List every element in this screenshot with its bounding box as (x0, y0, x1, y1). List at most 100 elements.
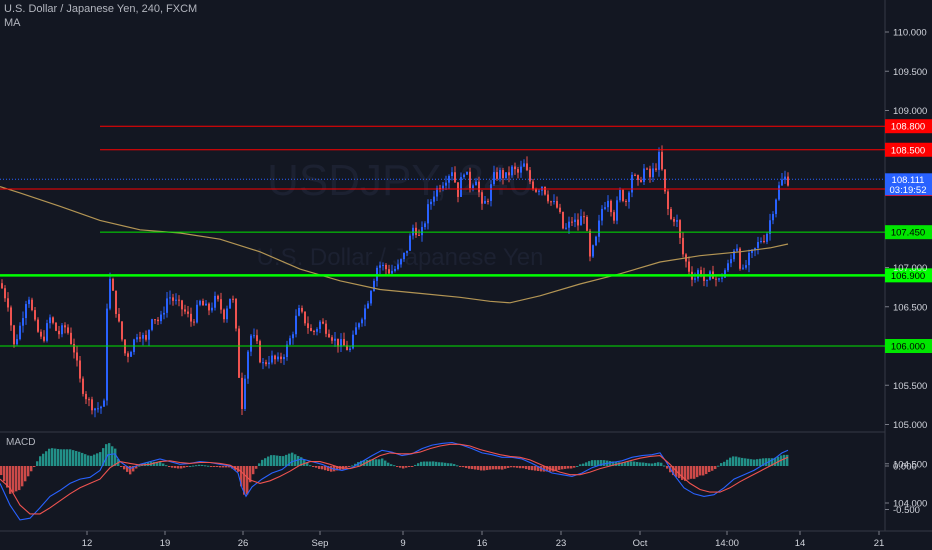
macd-histogram-bar (525, 466, 528, 470)
macd-histogram-bar (132, 466, 135, 472)
candle-body (670, 209, 672, 219)
macd-histogram-bar (249, 466, 252, 483)
candle-body (289, 338, 291, 345)
macd-histogram-bar (714, 466, 717, 470)
candle-body (103, 400, 105, 407)
candle-body (400, 259, 402, 265)
macd-histogram-bar (582, 463, 585, 466)
candle-body (718, 278, 720, 280)
price-level-tag (885, 119, 932, 134)
candle-body (154, 319, 156, 321)
candle-body (112, 278, 114, 291)
candle-body (181, 300, 183, 310)
candle-body (490, 184, 492, 201)
candle-body (313, 331, 315, 333)
candle-body (742, 267, 744, 269)
candle-body (292, 334, 294, 339)
macd-histogram-bar (456, 465, 459, 467)
time-tick-label: 12 (82, 538, 93, 549)
time-axis[interactable]: 12 19 26 Sep 9 16 23 Oct 14:00 14 21 (82, 531, 885, 549)
macd-histogram-bar (405, 466, 408, 468)
candle-body (781, 179, 783, 186)
candle-body (136, 337, 138, 340)
candle-body (682, 237, 684, 255)
candle-body (529, 170, 531, 182)
macd-histogram-bar (519, 466, 522, 469)
macd-histogram-bar (369, 459, 372, 466)
macd-histogram-bar (774, 457, 777, 466)
candle-body (643, 168, 645, 182)
macd-histogram-bar (213, 466, 216, 467)
candle-body (721, 277, 723, 279)
candle-body (91, 399, 93, 411)
candle-body (322, 321, 324, 324)
candle-body (634, 174, 636, 176)
candle-body (217, 295, 219, 300)
macd-histogram-bar (243, 466, 246, 495)
price-level-lines[interactable]: 108.800108.500108.000107.450106.900106.0… (0, 119, 932, 353)
macd-histogram-bar (315, 466, 318, 468)
candle-body (247, 351, 249, 379)
macd-histogram-bar (501, 466, 504, 470)
macd-pane[interactable]: 0.000 -0.500 (0, 441, 920, 521)
candle-body (424, 223, 426, 228)
candle-body (769, 220, 771, 234)
macd-histogram-bar (30, 466, 33, 472)
macd-histogram-bar (222, 466, 225, 468)
macd-histogram-bar (576, 466, 579, 467)
candle-body (334, 338, 336, 341)
candle-body (88, 399, 90, 401)
candle-body (145, 335, 147, 340)
candle-body (208, 303, 210, 311)
candle-body (505, 172, 507, 179)
candle-body (475, 181, 477, 186)
candle-body (127, 353, 129, 357)
candle-body (766, 233, 768, 242)
candle-body (115, 290, 117, 314)
candle-body (736, 248, 738, 251)
macd-histogram-bar (783, 454, 786, 466)
candle-body (673, 218, 675, 222)
candle-body (715, 278, 717, 280)
candle-body (598, 220, 600, 237)
candle-body (301, 307, 303, 312)
macd-histogram-bar (522, 466, 525, 469)
candle-body (64, 325, 66, 328)
candle-body (625, 200, 627, 202)
candle-body (7, 298, 9, 308)
price-axis[interactable]: 110.000 109.500 109.000 107.000 106.500 105.5… (885, 28, 927, 510)
candle-body (373, 280, 375, 292)
macd-histogram-bar (600, 460, 603, 466)
macd-histogram-bar (570, 466, 573, 469)
candle-body (679, 220, 681, 238)
macd-histogram-bar (612, 461, 615, 466)
candle-body (142, 335, 144, 339)
macd-histogram-bar (723, 461, 726, 466)
macd-histogram-bar (135, 466, 138, 469)
price-level-label: 106.000 (891, 342, 925, 353)
candle-body (4, 288, 6, 299)
candle-body (517, 169, 519, 173)
macd-histogram-bar (729, 457, 732, 466)
macd-histogram-bar (555, 466, 558, 471)
macd-histogram-bar (762, 458, 765, 466)
candle-body (352, 334, 354, 349)
macd-histogram-bar (99, 452, 102, 466)
candle-body (472, 185, 474, 189)
macd-histogram-bar (687, 466, 690, 480)
candle-body (787, 176, 789, 186)
macd-histogram-bar (642, 462, 645, 466)
macd-histogram-bar (648, 463, 651, 466)
indicator-ma-label[interactable]: MA (4, 17, 21, 29)
candle-body (223, 309, 225, 320)
candle-body (538, 190, 540, 192)
candle-body (640, 179, 642, 182)
macd-histogram-bar (78, 451, 81, 466)
macd-label[interactable]: MACD (6, 437, 36, 448)
macd-histogram-bar (219, 466, 222, 468)
candle-body (763, 241, 765, 243)
macd-histogram-bar (429, 461, 432, 466)
macd-histogram-bar (336, 466, 339, 471)
candle-body (118, 313, 120, 322)
